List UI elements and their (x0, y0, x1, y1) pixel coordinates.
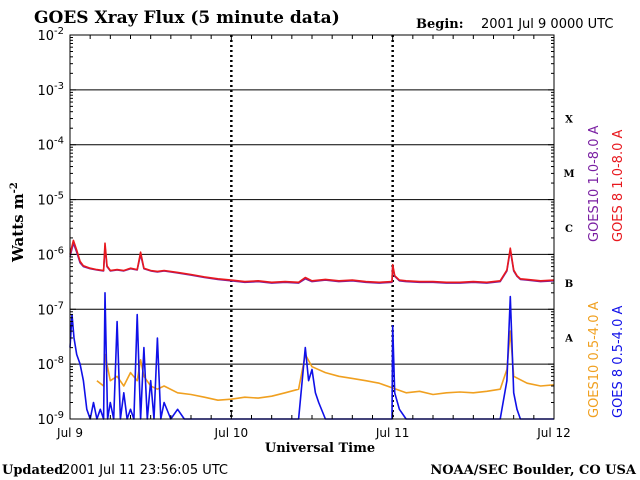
y-axis-label-main: Watts m-2 (9, 182, 27, 263)
x-axis-ticks: Jul 9 Jul 10 Jul 11 Jul 12 (56, 35, 571, 440)
flare-class-label: C (565, 224, 573, 235)
y-tick-label: 10-9 (37, 410, 64, 428)
y-tick-label: 10-7 (37, 300, 64, 318)
flare-class-label: A (564, 334, 573, 345)
legend-entry-2: GOES 8 1.0-8.0 A (611, 130, 626, 242)
x-tick-label: Jul 12 (536, 426, 571, 440)
footer-updated-value: 2001 Jul 11 23:56:05 UTC (62, 463, 228, 478)
x-tick-label: Jul 9 (56, 426, 83, 440)
footer-source: NOAA/SEC Boulder, CO USA (430, 463, 637, 478)
legend: GOES10 1.0-8.0 A GOES 8 1.0-8.0 A GOES10 0… (587, 125, 626, 418)
footer-updated-label: Updated (2, 463, 63, 478)
y-tick-label: 10-8 (37, 355, 64, 373)
legend-entry-3: GOES10 0.5-4.0 A (587, 301, 602, 418)
y-axis-label: Watts m-2 (9, 182, 27, 263)
y-tick-label: 10-4 (37, 136, 64, 154)
grid (70, 35, 554, 419)
y-axis-ticks: 10-2 10-3 10-4 10-5 10-6 10-7 10-8 10-9 (37, 26, 554, 428)
flare-class-label: B (565, 279, 573, 290)
series-line-3 (96, 330, 555, 402)
y-axis-label-sup: -2 (9, 182, 20, 193)
begin-label: Begin: (416, 17, 464, 32)
y-tick-label: 10-3 (37, 81, 64, 99)
chart-title: GOES Xray Flux (5 minute data) (34, 8, 340, 28)
y-tick-label: 10-2 (37, 26, 64, 44)
legend-entry-4: GOES 8 0.5-4.0 A (611, 306, 626, 418)
series-layer (69, 239, 555, 420)
flare-class-labels: X M C B A (563, 114, 574, 344)
x-axis-label: Universal Time (265, 441, 375, 456)
series-line-2 (69, 239, 555, 284)
legend-entry-1: GOES10 1.0-8.0 A (587, 125, 602, 242)
series-line-4 (69, 291, 554, 420)
x-tick-label: Jul 11 (375, 426, 410, 440)
x-tick-label: Jul 10 (214, 426, 249, 440)
flare-class-label: X (565, 114, 573, 125)
y-tick-label: 10-5 (37, 191, 64, 209)
flare-class-label: M (563, 169, 574, 180)
y-tick-label: 10-6 (37, 245, 64, 263)
begin-value: 2001 Jul 9 0000 UTC (481, 17, 613, 32)
